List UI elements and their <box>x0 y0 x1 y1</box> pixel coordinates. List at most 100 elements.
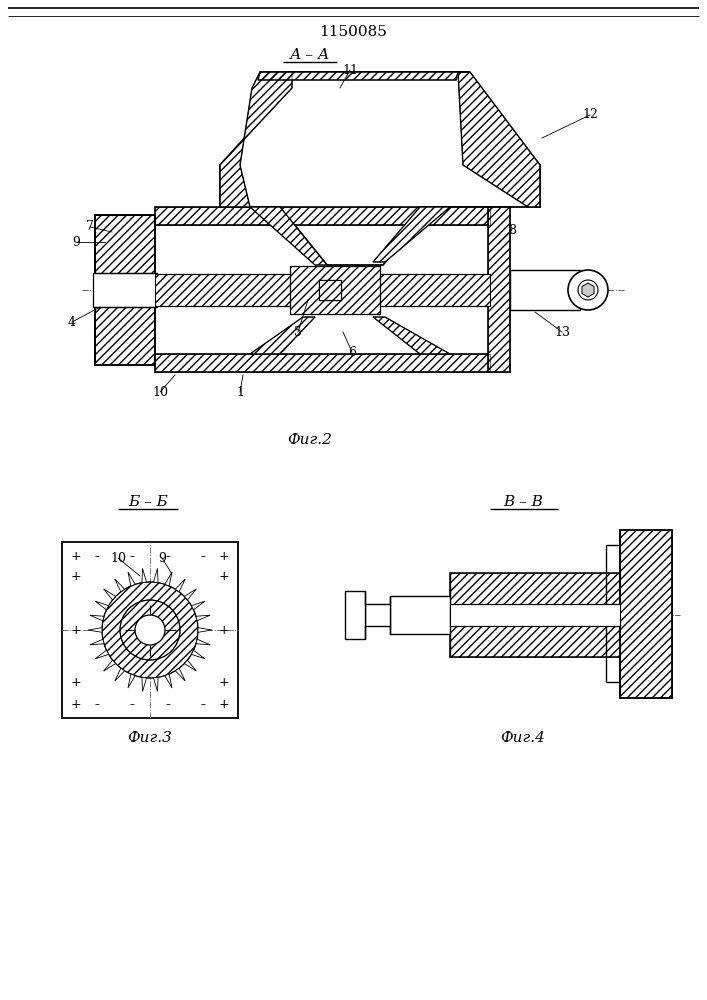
Text: +: + <box>218 698 229 710</box>
Polygon shape <box>220 72 540 265</box>
Bar <box>93 273 157 307</box>
Polygon shape <box>373 317 450 354</box>
Text: +: + <box>71 624 81 637</box>
Bar <box>345 591 365 639</box>
Polygon shape <box>175 579 185 592</box>
Bar <box>155 354 490 372</box>
Polygon shape <box>196 615 210 621</box>
Bar <box>365 274 490 306</box>
Bar <box>620 530 672 698</box>
Polygon shape <box>250 207 327 265</box>
Polygon shape <box>104 589 116 600</box>
Polygon shape <box>95 650 109 659</box>
Polygon shape <box>153 677 158 692</box>
Bar <box>488 207 510 372</box>
Bar <box>319 280 341 300</box>
Text: 11: 11 <box>342 64 358 77</box>
Bar <box>510 270 580 310</box>
Polygon shape <box>95 601 109 610</box>
Text: 8: 8 <box>508 224 516 236</box>
Bar <box>319 280 341 300</box>
Bar <box>450 573 620 657</box>
Circle shape <box>120 600 180 660</box>
Bar <box>620 530 672 698</box>
Text: +: + <box>71 698 81 710</box>
Polygon shape <box>185 660 197 671</box>
Text: 6: 6 <box>348 346 356 359</box>
Bar <box>365 274 490 306</box>
Bar <box>155 207 490 225</box>
Bar <box>155 207 490 225</box>
Text: –: – <box>95 699 100 709</box>
Bar <box>319 280 341 300</box>
Polygon shape <box>104 660 116 671</box>
Polygon shape <box>142 568 146 583</box>
Text: Фиг.3: Фиг.3 <box>127 731 173 745</box>
Polygon shape <box>128 572 135 586</box>
Circle shape <box>102 582 198 678</box>
Text: –: – <box>130 699 135 709</box>
Text: –: – <box>201 551 206 561</box>
Text: 1: 1 <box>236 385 244 398</box>
Text: –: – <box>165 699 170 709</box>
Bar <box>95 215 155 365</box>
Polygon shape <box>165 674 172 688</box>
Polygon shape <box>192 650 205 659</box>
Text: 13: 13 <box>554 326 570 338</box>
Polygon shape <box>88 628 102 632</box>
Text: 9: 9 <box>158 552 166 564</box>
Text: –: – <box>201 699 206 709</box>
Bar <box>62 542 238 718</box>
Text: Фиг.2: Фиг.2 <box>288 433 332 447</box>
Text: В – В: В – В <box>503 495 543 509</box>
Polygon shape <box>90 639 104 645</box>
Text: –: – <box>130 551 135 561</box>
Polygon shape <box>196 639 210 645</box>
Polygon shape <box>192 601 205 610</box>
Circle shape <box>578 280 598 300</box>
Bar <box>390 596 450 634</box>
Bar <box>450 573 620 657</box>
Text: +: + <box>71 550 81 562</box>
Text: +: + <box>71 570 81 584</box>
Text: +: + <box>218 570 229 584</box>
Text: 9: 9 <box>72 235 80 248</box>
Bar <box>155 274 310 306</box>
Bar <box>365 604 390 626</box>
Text: 10: 10 <box>152 385 168 398</box>
Polygon shape <box>198 628 212 632</box>
Circle shape <box>568 270 608 310</box>
Polygon shape <box>220 72 292 207</box>
Bar <box>488 207 510 372</box>
Text: –: – <box>165 551 170 561</box>
Polygon shape <box>258 72 470 80</box>
Text: 12: 12 <box>582 108 598 121</box>
Bar <box>155 354 490 372</box>
Circle shape <box>135 615 165 645</box>
Text: +: + <box>218 624 229 637</box>
Text: А – А: А – А <box>290 48 330 62</box>
Polygon shape <box>165 572 172 586</box>
Text: +: + <box>71 676 81 690</box>
Polygon shape <box>175 668 185 681</box>
Polygon shape <box>250 317 315 354</box>
Text: 1150085: 1150085 <box>319 25 387 39</box>
Text: 5: 5 <box>294 326 302 338</box>
Text: Б – Б: Б – Б <box>128 495 168 509</box>
Polygon shape <box>582 283 594 297</box>
Bar <box>155 274 310 306</box>
Polygon shape <box>185 589 197 600</box>
Polygon shape <box>458 72 540 207</box>
Text: +: + <box>218 550 229 562</box>
Bar <box>450 604 620 626</box>
Text: Фиг.4: Фиг.4 <box>501 731 545 745</box>
Text: 10: 10 <box>110 552 126 564</box>
Polygon shape <box>115 579 124 592</box>
Polygon shape <box>153 568 158 583</box>
Polygon shape <box>290 266 380 314</box>
Polygon shape <box>142 677 146 692</box>
Polygon shape <box>128 674 135 688</box>
Text: 4: 4 <box>68 316 76 328</box>
Polygon shape <box>115 668 124 681</box>
Text: –: – <box>95 551 100 561</box>
